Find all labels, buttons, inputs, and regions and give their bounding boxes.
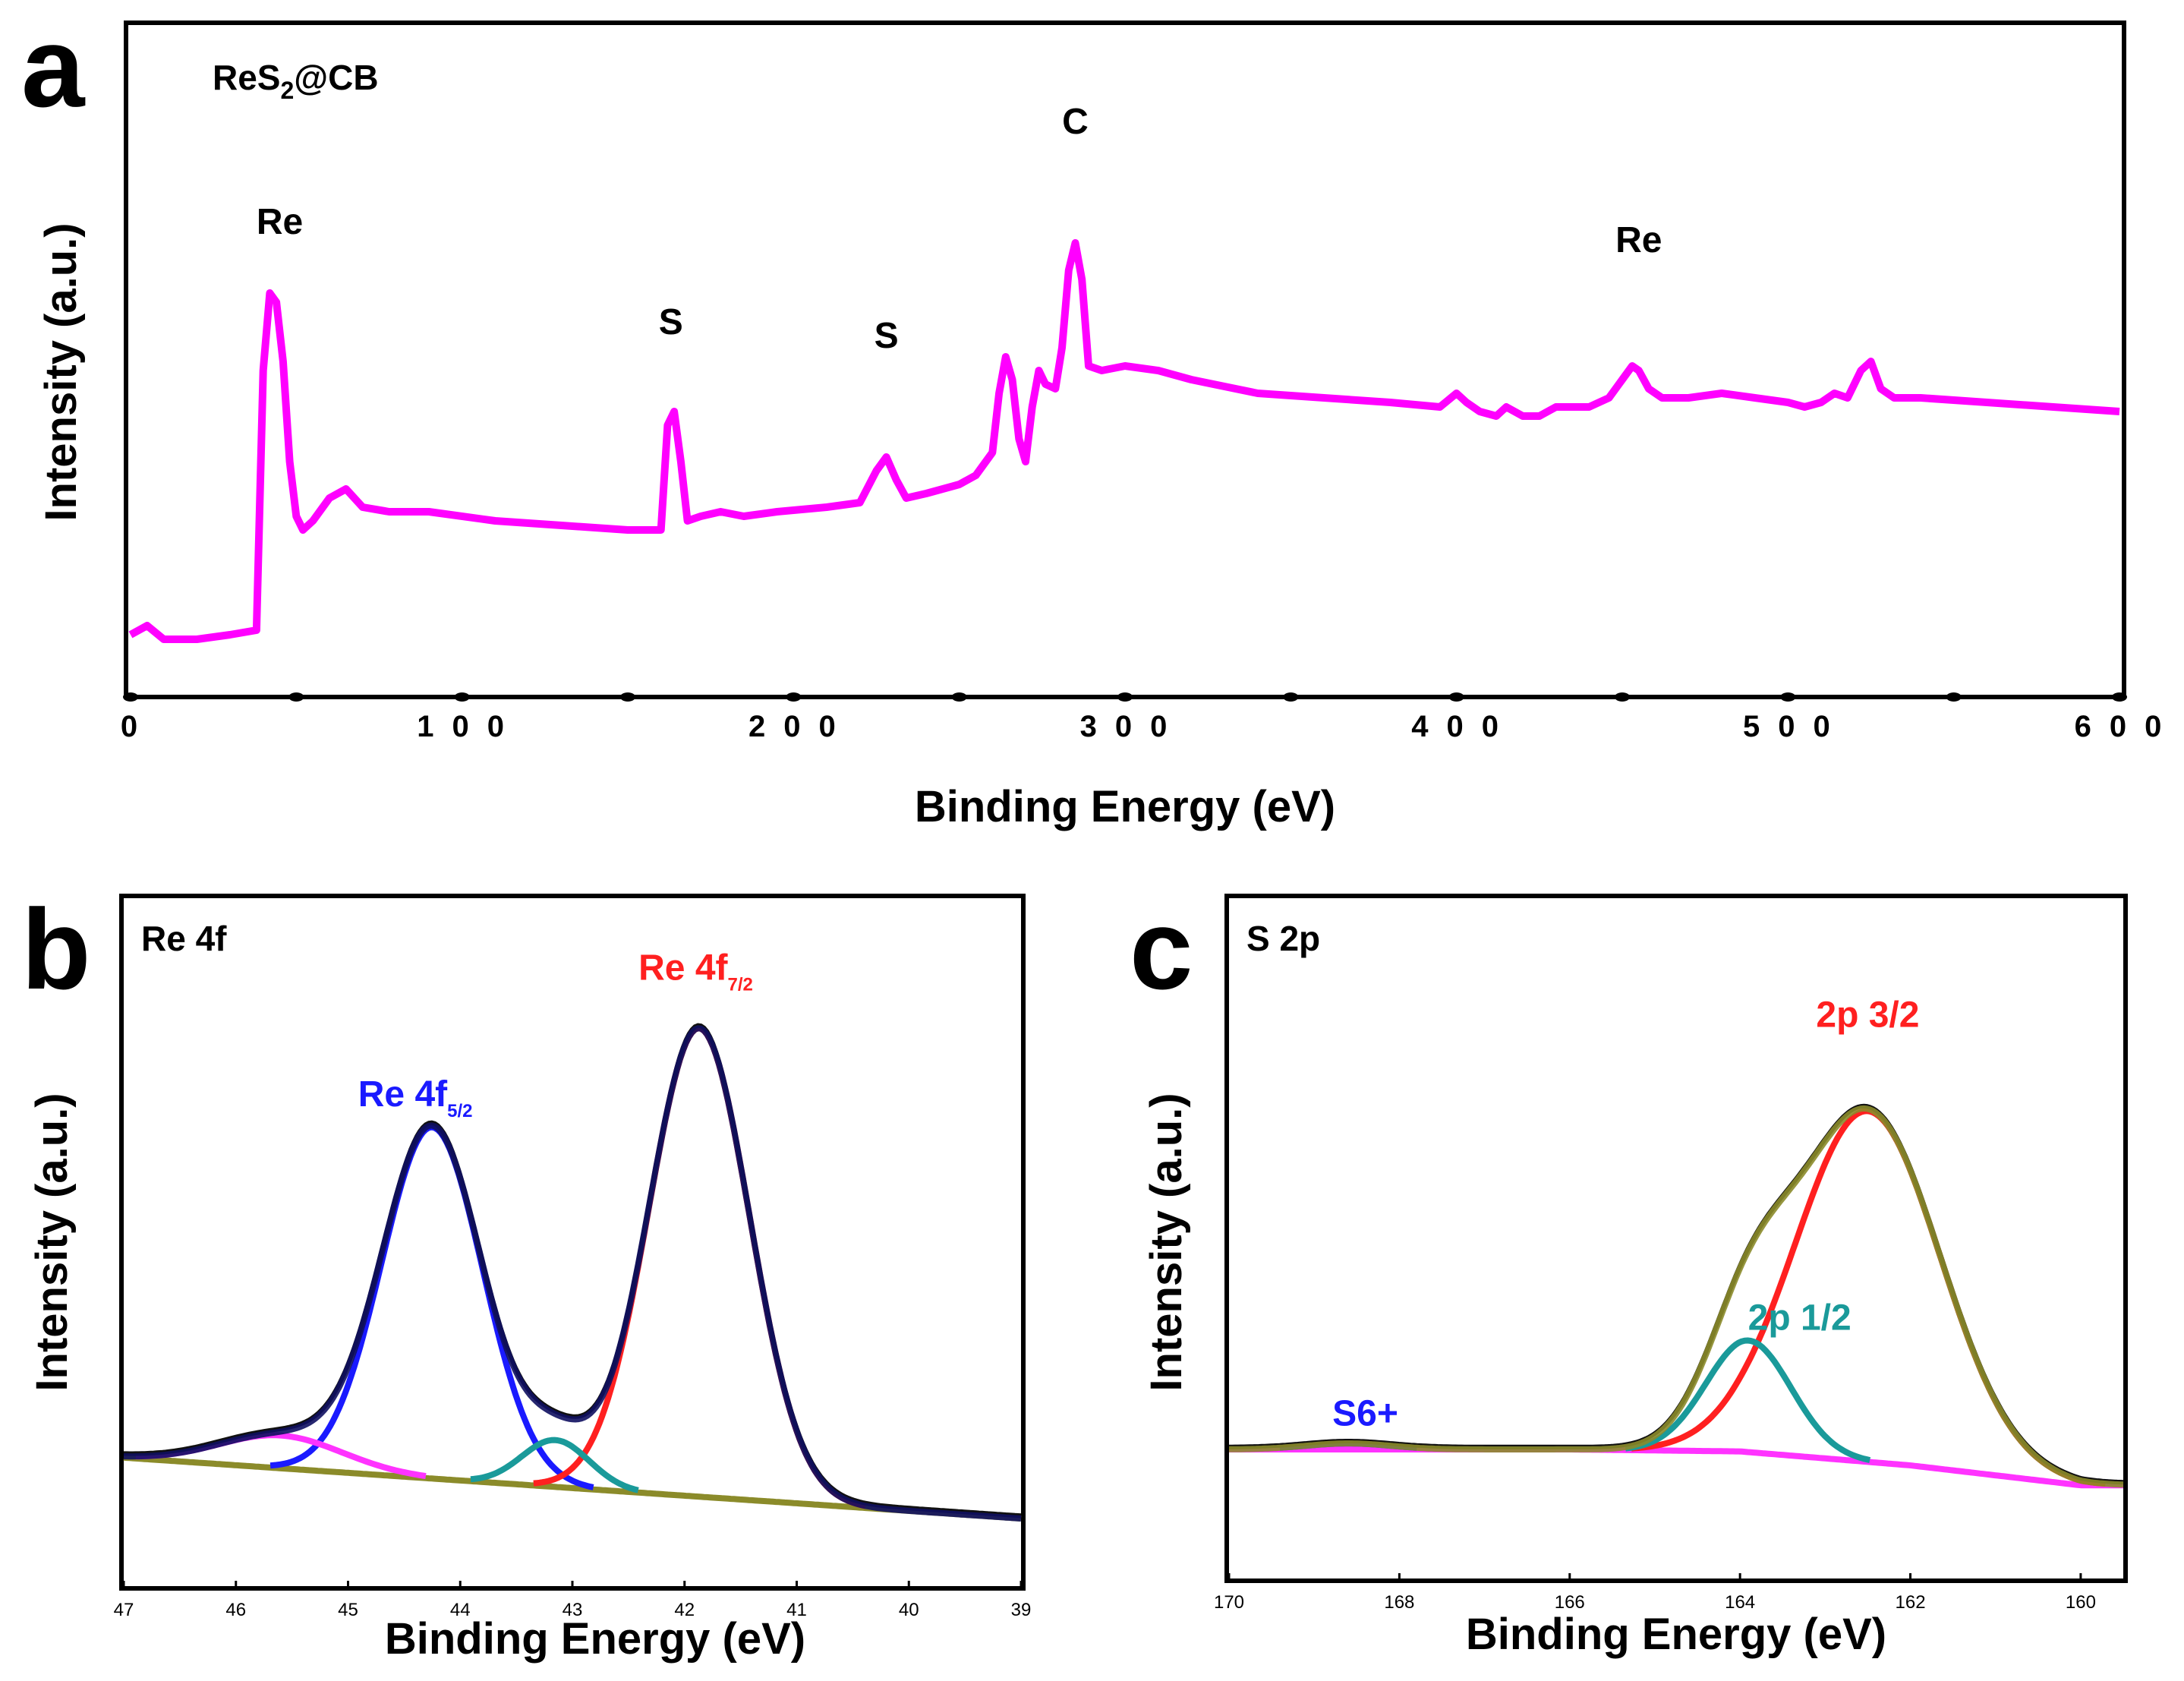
x-tick-label: 400	[1411, 710, 1517, 743]
panel-b-component-line	[470, 1437, 639, 1493]
panel-c-x-axis-title: Binding Energy (eV)	[1466, 1610, 1886, 1659]
x-tick-label: 162	[1896, 1592, 1926, 1613]
x-minor-tick	[951, 692, 967, 702]
panel-a-x-ticks: 0 100 200 300 400 500 600	[121, 692, 2180, 743]
panel-a-annotations: Re S S C Re	[257, 102, 1662, 356]
panel-b: b 47 46 45 44 43 42 41 40 39 Re 4f Re 4f5/2Re 4f…	[21, 885, 1031, 1664]
x-minor-tick	[454, 692, 470, 702]
panel-b-y-axis-title: Intensity (a.u.)	[27, 1093, 77, 1391]
panel-c-envelope-line	[1229, 1105, 2124, 1488]
x-tick-label: 200	[748, 710, 854, 743]
x-tick-label: 41	[786, 1600, 807, 1620]
panel-b-peak-annotation: Re 4f5/2	[358, 1074, 473, 1121]
panel-c-component-line	[1631, 1108, 2106, 1487]
x-tick-label: 40	[899, 1600, 919, 1620]
x-tick-label: 39	[1011, 1600, 1032, 1620]
x-minor-tick	[1946, 692, 1962, 702]
panel-a-frame	[124, 20, 2126, 699]
panel-b-envelope-line	[124, 1025, 1022, 1522]
panel-b-letter: b	[21, 885, 91, 1013]
x-tick-label: 166	[1555, 1592, 1585, 1613]
panel-c-peak-annotation: 2p 1/2	[1748, 1298, 1852, 1339]
x-minor-tick	[1117, 692, 1133, 702]
x-tick-label: 168	[1384, 1592, 1414, 1613]
panel-c-x-ticks: 170 168 166 164 162 160	[1214, 1573, 2096, 1613]
x-minor-tick	[1448, 692, 1464, 702]
x-tick-label: 0	[121, 710, 156, 743]
panel-b-title: Re 4f	[141, 919, 227, 958]
x-tick-label: 600	[2075, 710, 2180, 743]
x-minor-tick	[1615, 692, 1630, 702]
peak-annotation: C	[1062, 102, 1089, 142]
x-minor-tick	[2112, 692, 2127, 702]
panel-c-component-line	[1625, 1337, 1871, 1463]
panel-a-y-axis-title: Intensity (a.u.)	[36, 222, 86, 521]
panel-c: c 170 168 166 164 162 160 S 2p 2p 3/2 2p 1/2 S6…	[1130, 885, 2128, 1659]
peak-annotation: Re	[1615, 220, 1662, 260]
x-tick-label: 300	[1080, 710, 1186, 743]
panel-a-title-sub: 2	[280, 77, 294, 104]
panel-c-y-axis-title: Intensity (a.u.)	[1142, 1093, 1191, 1391]
panel-b-raw-data-line	[124, 1023, 1022, 1519]
x-minor-tick	[1780, 692, 1796, 702]
x-tick-label: 42	[674, 1600, 695, 1620]
x-minor-tick	[288, 692, 304, 702]
panel-b-peak-annotation: Re 4f7/2	[638, 948, 753, 995]
panel-a-x-axis-title: Binding Energy (eV)	[915, 782, 1335, 831]
panel-c-peak-annotation: S6+	[1332, 1394, 1398, 1434]
x-tick-label: 44	[450, 1600, 471, 1620]
panel-a-sample-label: ReS2@CB	[213, 58, 379, 104]
x-minor-tick	[786, 692, 802, 702]
panel-c-title: S 2p	[1246, 919, 1320, 958]
x-minor-tick	[123, 692, 138, 702]
peak-annotation: S	[875, 316, 899, 356]
panel-c-letter: c	[1130, 885, 1193, 1013]
x-tick-label: 46	[225, 1600, 246, 1620]
x-tick-label: 100	[417, 710, 522, 743]
panel-c-peak-annotation: 2p 3/2	[1816, 995, 1919, 1036]
panel-a-title-main: ReS	[213, 58, 280, 97]
x-tick-label: 43	[563, 1600, 583, 1620]
panel-b-x-axis-title: Binding Energy (eV)	[385, 1614, 805, 1664]
x-minor-tick	[1283, 692, 1299, 702]
panel-b-x-ticks: 47 46 45 44 43 42 41 40 39	[114, 1581, 1032, 1620]
panel-a-survey-line	[128, 239, 2120, 643]
panel-a-plot	[128, 239, 2120, 643]
panel-b-plot	[123, 1023, 1022, 1522]
panel-a-letter: a	[21, 3, 86, 131]
x-tick-label: 164	[1725, 1592, 1755, 1613]
panel-b-frame	[119, 894, 1026, 1591]
panel-b-annotations: Re 4f5/2 Re 4f7/2	[358, 948, 753, 1121]
x-tick-label: 47	[114, 1600, 134, 1620]
x-tick-label: 170	[1214, 1592, 1244, 1613]
panel-c-annotations: 2p 3/2 2p 1/2 S6+	[1332, 995, 1919, 1434]
panel-b-component-line	[269, 1124, 594, 1490]
x-tick-label: 160	[2066, 1592, 2096, 1613]
panel-c-frame	[1224, 894, 2128, 1583]
peak-annotation: Re	[257, 202, 303, 242]
peak-annotation: S	[659, 302, 683, 342]
panel-c-background-line	[1229, 1446, 2123, 1489]
x-tick-label: 45	[338, 1600, 358, 1620]
x-minor-tick	[620, 692, 635, 702]
panel-c-plot	[1229, 1103, 2124, 1489]
x-tick-label: 500	[1743, 710, 1848, 743]
panel-b-component-line	[533, 1025, 866, 1509]
panel-a-title-rest: @CB	[294, 58, 378, 97]
